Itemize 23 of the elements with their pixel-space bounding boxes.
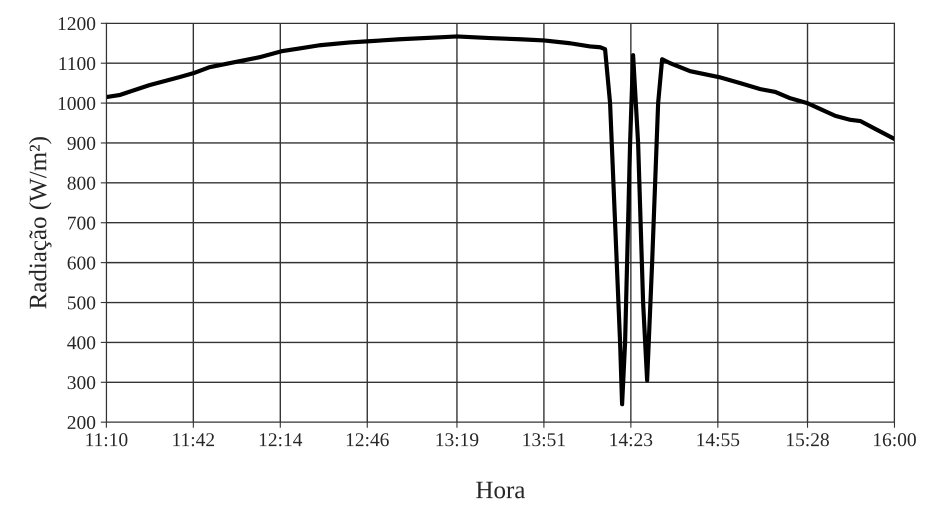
y-tick-label: 700	[68, 216, 96, 230]
y-tick-label: 1000	[58, 96, 96, 110]
y-tick-label: 1200	[58, 17, 96, 30]
x-tick-label: 14:23	[610, 433, 652, 446]
x-tick-label: 12:14	[260, 433, 302, 446]
y-tick-label: 200	[68, 416, 96, 430]
y-tick-label: 900	[67, 136, 96, 150]
x-tick-label: 13:51	[523, 433, 565, 446]
x-tick-label: 15:28	[787, 433, 829, 446]
x-axis-title: Hora	[476, 482, 526, 498]
y-tick-label: 800	[68, 176, 96, 190]
x-tick-label: 16:00	[874, 433, 916, 446]
x-tick-label: 11:10	[86, 433, 128, 446]
y-axis-title: Radiação (W/m²)	[28, 137, 52, 309]
y-tick-label: 1100	[60, 57, 96, 70]
y-tick-label: 300	[68, 376, 96, 390]
y-tick-label: 600	[68, 256, 96, 270]
x-tick-label: 11:42	[173, 433, 214, 446]
x-tick-label: 12:46	[346, 433, 389, 446]
x-tick-label: 14:55	[697, 433, 740, 446]
y-tick-label: 400	[67, 336, 96, 350]
x-tick-label: 13:19	[436, 433, 478, 446]
y-tick-label: 500	[68, 296, 96, 310]
